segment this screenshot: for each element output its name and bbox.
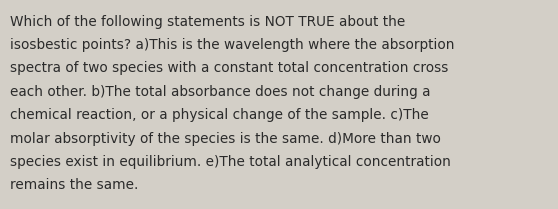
Text: Which of the following statements is NOT TRUE about the: Which of the following statements is NOT… (10, 15, 405, 29)
Text: molar absorptivity of the species is the same. d)More than two: molar absorptivity of the species is the… (10, 132, 441, 146)
Text: spectra of two species with a constant total concentration cross: spectra of two species with a constant t… (10, 61, 449, 75)
Text: each other. b)The total absorbance does not change during a: each other. b)The total absorbance does … (10, 85, 431, 99)
Text: chemical reaction, or a physical change of the sample. c)The: chemical reaction, or a physical change … (10, 108, 429, 122)
Text: isosbestic points? a)This is the wavelength where the absorption: isosbestic points? a)This is the wavelen… (10, 38, 455, 52)
Text: remains the same.: remains the same. (10, 178, 138, 192)
Text: species exist in equilibrium. e)The total analytical concentration: species exist in equilibrium. e)The tota… (10, 155, 451, 169)
